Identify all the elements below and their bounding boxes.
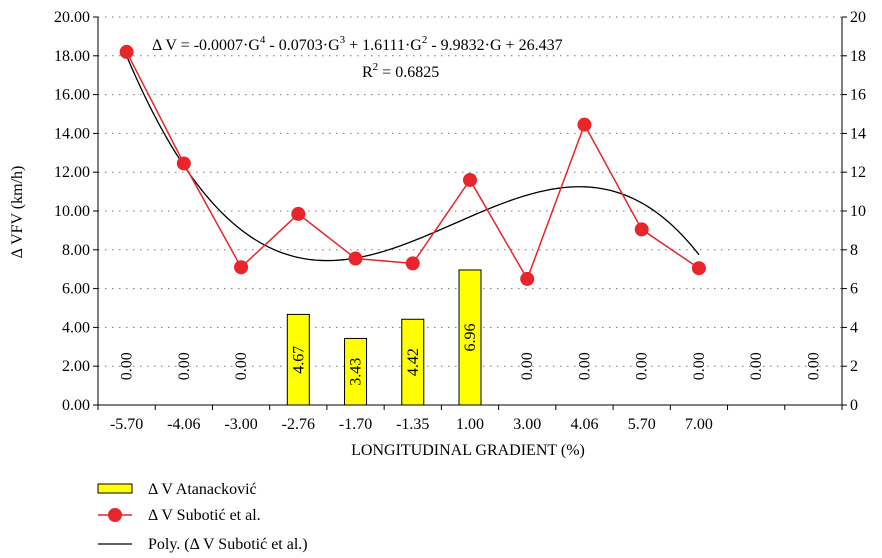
bar-data-label: 0.00	[233, 352, 250, 380]
x-tick-label: -5.70	[110, 416, 143, 433]
r-squared: R2 = 0.6825	[362, 61, 439, 81]
y-tick-label-right: 2	[850, 358, 858, 375]
legend-swatch-marker	[108, 508, 122, 522]
y-tick-label-right: 10	[850, 203, 866, 220]
bar-data-label: 3.43	[348, 358, 365, 386]
line-marker	[348, 251, 363, 266]
bar-data-label: 6.96	[462, 323, 479, 351]
x-tick-label: 7.00	[685, 416, 713, 433]
x-tick-label: -1.70	[339, 416, 372, 433]
legend: Δ V Atanacković Δ V Subotić et al. Poly.…	[97, 481, 308, 553]
y-tick-label-right: 4	[850, 319, 858, 336]
line-marker	[291, 206, 306, 221]
legend-swatch-bar	[97, 483, 133, 494]
bar-data-label: 0.00	[805, 352, 822, 380]
y-tick-label-left: 10.00	[54, 203, 90, 220]
y-tick-label-right: 6	[850, 281, 858, 298]
x-tick-label: -3.00	[224, 416, 257, 433]
bar-data-label: 0.00	[576, 352, 593, 380]
y-tick-label-right: 14	[850, 125, 866, 142]
trend-equation: Δ V = -0.0007·G4 - 0.0703·G3 + 1.6111·G2…	[152, 34, 563, 54]
y-tick-label-left: 4.00	[62, 319, 90, 336]
line-marker	[634, 222, 649, 237]
y-tick-label-left: 18.00	[54, 48, 90, 65]
x-tick-label: -4.06	[167, 416, 200, 433]
y-tick-label-right: 0	[850, 397, 858, 414]
y-tick-label-right: 20	[850, 9, 866, 26]
legend-label-atanackovic: Δ V Atanacković	[148, 481, 257, 498]
line-marker	[176, 156, 191, 171]
line-path	[125, 51, 700, 281]
y-tick-label-right: 12	[850, 164, 866, 181]
bar-data-label: 4.67	[290, 346, 307, 374]
y-tick-label-right: 16	[850, 87, 866, 104]
bar-data-label: 0.00	[119, 352, 136, 380]
trendline-poly	[126, 55, 700, 262]
y-tick-label-left: 14.00	[54, 125, 90, 142]
trendline-path	[126, 55, 700, 262]
x-axis-label: LONGITUDINAL GRADIENT (%)	[351, 442, 585, 459]
y-tick-label-left: 8.00	[62, 242, 90, 259]
y-tick-label-left: 6.00	[62, 281, 90, 298]
y-tick-label-left: 20.00	[54, 9, 90, 26]
line-marker	[691, 261, 706, 276]
y-axis-left-ticks: 0.00 2.00 4.00 6.00 8.00 10.00 12.00 14.00 16.00…	[54, 9, 90, 414]
x-tick-label: 3.00	[513, 416, 541, 433]
x-tick-label: -2.76	[282, 416, 315, 433]
bar-data-label: 0.00	[519, 352, 536, 380]
bar-data-label: 0.00	[634, 352, 651, 380]
line-marker	[577, 117, 592, 132]
line-marker	[119, 44, 134, 59]
y-tick-label-left: 12.00	[54, 164, 90, 181]
line-marker	[520, 271, 535, 286]
bar-data-label: 0.00	[176, 352, 193, 380]
bar-data-label: 0.00	[691, 352, 708, 380]
x-tick-label: 5.70	[628, 416, 656, 433]
x-tick-label: -1.35	[396, 416, 429, 433]
axes	[93, 16, 847, 410]
x-tick-label: 4.06	[570, 416, 598, 433]
legend-label-subotic: Δ V Subotić et al.	[148, 507, 261, 524]
y-tick-label-right: 8	[850, 242, 858, 259]
line-marker	[405, 256, 420, 271]
y-axis-right-ticks: 0 2 4 6 8 10 12 14 16 18 20	[850, 9, 866, 414]
y-tick-label-right: 18	[850, 48, 866, 65]
legend-label-poly: Poly. (Δ V Subotić et al.)	[148, 536, 308, 553]
y-tick-label-left: 2.00	[62, 358, 90, 375]
bar-data-label: 0.00	[748, 352, 765, 380]
x-axis-ticks: -5.70 -4.06 -3.00 -2.76 -1.70 -1.35 1.00 3.00 4.…	[110, 416, 713, 433]
x-tick-label: 1.00	[456, 416, 484, 433]
bar-data-label: 4.42	[405, 348, 422, 376]
y-axis-label: Δ VFV (km/h)	[9, 166, 26, 259]
bar-data-labels: 0.00 0.00 0.00 4.67 3.43 4.42 6.96 0.00 0.00 0.00…	[119, 323, 823, 385]
line-marker	[463, 172, 477, 187]
y-tick-label-left: 0.00	[62, 397, 90, 414]
line-marker	[234, 260, 249, 275]
y-tick-label-left: 16.00	[54, 87, 90, 104]
bar-series-atanackovic	[286, 269, 482, 406]
line-series-subotic	[119, 44, 706, 286]
